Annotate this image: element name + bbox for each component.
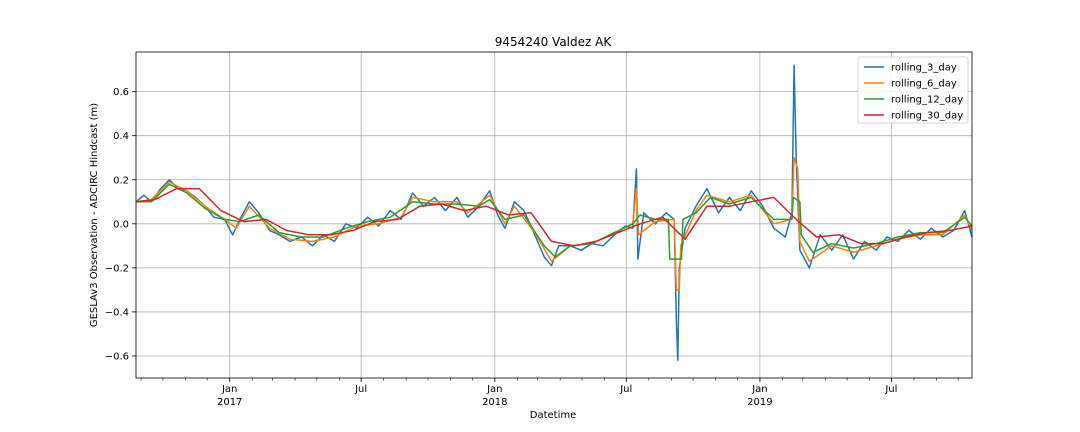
x-tick-label: Jul <box>619 384 632 395</box>
y-tick-label: 0.4 <box>113 131 129 142</box>
y-tick-label: 0.0 <box>113 219 129 230</box>
y-tick-label: −0.4 <box>105 307 129 318</box>
grid-lines <box>136 52 972 378</box>
x-tick-label: Jan <box>751 384 767 395</box>
chart-title: 9454240 Valdez AK <box>495 35 613 49</box>
legend: rolling_3_day rolling_6_day rolling_12_day… <box>857 56 969 124</box>
y-tick-label: 0.2 <box>113 175 129 186</box>
y-axis-label: GESLAv3 Observation - ADCIRC Hindcast (m… <box>89 103 100 327</box>
series-lines <box>135 64 973 362</box>
series-line-rolling-12-day <box>136 183 973 260</box>
x-tick-label: Jul <box>354 384 367 395</box>
x-tick-year-label: 2018 <box>482 397 507 408</box>
plot-frame <box>135 51 973 379</box>
series-line-rolling-3-day <box>135 64 973 362</box>
legend-label: rolling_3_day <box>891 63 957 74</box>
legend-label: rolling_12_day <box>891 95 963 106</box>
x-tick-year-label: 2019 <box>747 397 772 408</box>
y-tick-label: 0.6 <box>113 87 129 98</box>
x-tick-label: Jul <box>884 384 897 395</box>
x-tick-year-label: 2017 <box>217 397 242 408</box>
x-axis: Jan 2017 Jul Jan 2018 Jul Jan 2019 Jul <box>140 378 959 408</box>
y-tick-label: −0.6 <box>105 351 129 362</box>
y-tick-label: −0.2 <box>105 263 129 274</box>
y-axis: −0.6 −0.4 −0.2 0.0 0.2 0.4 0.6 <box>105 87 136 362</box>
x-tick-label: Jan <box>486 384 502 395</box>
x-axis-label: Datetime <box>530 410 577 421</box>
legend-label: rolling_30_day <box>891 111 963 122</box>
legend-box <box>857 56 969 124</box>
x-tick-label: Jan <box>221 384 237 395</box>
series-line-rolling-30-day <box>135 187 973 247</box>
legend-label: rolling_6_day <box>891 79 957 90</box>
